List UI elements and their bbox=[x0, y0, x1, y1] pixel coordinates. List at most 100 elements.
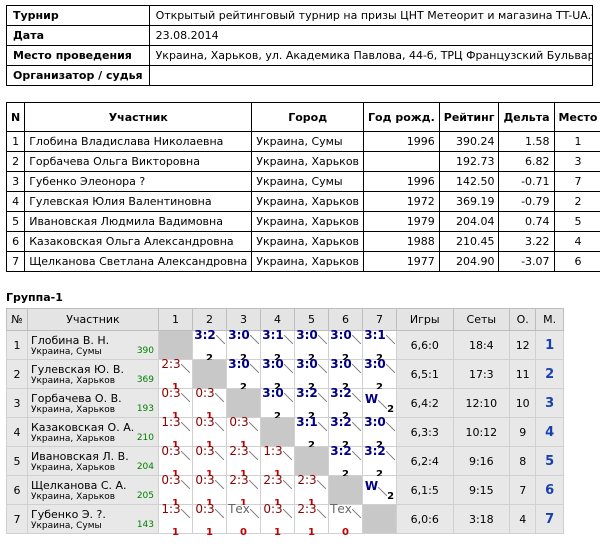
match-score: 3:2 bbox=[330, 414, 352, 429]
participant-row: 3 Губенко Элеонора ? Украина, Сумы 1996 142.… bbox=[5, 171, 600, 192]
slash-divider bbox=[215, 335, 225, 344]
participants-header: Место bbox=[553, 102, 600, 132]
match-cell: 3:0 2 bbox=[362, 357, 397, 393]
games-cell: 6,2:4 bbox=[396, 446, 454, 476]
slash-divider bbox=[283, 335, 293, 344]
group-player: Глобина В. Н. Украина, Сумы 390 bbox=[27, 330, 159, 360]
place-cell: 6 bbox=[535, 475, 564, 505]
group-header: Игры bbox=[396, 308, 454, 331]
match-cell: 1:3 1 bbox=[158, 414, 193, 451]
match-score: 3:2 bbox=[364, 443, 386, 458]
place-value: 1 bbox=[545, 337, 555, 353]
match-points: 2 bbox=[240, 352, 247, 364]
match-points: 1 bbox=[308, 497, 315, 509]
participant-cell: Губенко Элеонора ? bbox=[24, 171, 253, 192]
match-score: 1:3 bbox=[161, 414, 181, 429]
match-points: 1 bbox=[206, 410, 213, 422]
diagonal-cell bbox=[294, 446, 329, 476]
match-score: 3:0 bbox=[228, 356, 250, 371]
match-score: 2:3 bbox=[229, 472, 249, 487]
participants-header: Дельта bbox=[498, 102, 555, 132]
match-score: 3:0 bbox=[262, 385, 284, 400]
place-cell: 3 bbox=[535, 388, 564, 418]
place-cell: 4 bbox=[535, 417, 564, 447]
slash-divider bbox=[351, 509, 361, 518]
place-value: 3 bbox=[545, 395, 555, 411]
participant-cell: Ивановская Людмила Вадимовна bbox=[24, 211, 253, 232]
match-score: 2:3 bbox=[297, 501, 317, 516]
diagonal-cell bbox=[158, 330, 193, 360]
match-score: 0:3 bbox=[229, 414, 249, 429]
match-points: 1 bbox=[274, 497, 281, 509]
match-points: 1 bbox=[240, 439, 247, 451]
participant-cell: 6.82 bbox=[498, 151, 555, 172]
player-rating: 193 bbox=[136, 404, 154, 414]
player-city: Украина, Харьков bbox=[31, 462, 116, 473]
slash-divider bbox=[214, 393, 224, 402]
participants-header: N bbox=[5, 102, 26, 132]
tournament-info-table: Турнир Открытый рейтинговый турнир на при… bbox=[6, 5, 593, 86]
participant-cell: 7 bbox=[5, 251, 26, 272]
match-points: 2 bbox=[342, 468, 349, 480]
match-points: 2 bbox=[274, 410, 281, 422]
group-row: 5 Ивановская Л. В. Украина, Харьков 204 0:31… bbox=[6, 443, 564, 480]
match-cell: 3:0 2 bbox=[226, 356, 261, 393]
match-points: 0 bbox=[342, 526, 349, 538]
group-row-number: 7 bbox=[6, 504, 28, 534]
match-points: 2 bbox=[387, 491, 395, 502]
participant-cell: 7 bbox=[553, 171, 600, 192]
match-points: 2 bbox=[342, 439, 349, 451]
diagonal-cell bbox=[362, 504, 397, 534]
slash-divider bbox=[249, 364, 259, 373]
group-row-number: 5 bbox=[6, 446, 28, 476]
match-points: 2 bbox=[308, 410, 315, 422]
match-cell: 0:3 1 bbox=[226, 414, 261, 451]
points-cell: 9 bbox=[509, 417, 537, 447]
match-cell: Тех 0 bbox=[226, 502, 261, 538]
match-cell: 3:2 2 bbox=[362, 443, 397, 480]
player-rating: 204 bbox=[136, 462, 154, 472]
match-score: 2:3 bbox=[297, 472, 317, 487]
match-points: 1 bbox=[308, 526, 315, 538]
slash-divider bbox=[249, 509, 259, 518]
match-cell: 3:0 2 bbox=[362, 415, 397, 451]
slash-divider bbox=[351, 422, 361, 431]
group-row-number: 2 bbox=[6, 359, 28, 389]
slash-divider bbox=[378, 486, 388, 496]
match-points: 2 bbox=[308, 439, 315, 451]
match-points: 2 bbox=[274, 352, 281, 364]
slash-divider bbox=[248, 422, 258, 431]
group-row: 2 Гулевская Ю. В. Украина, Харьков 369 2:31 3… bbox=[6, 356, 564, 393]
match-cell: 3:0 2 bbox=[294, 357, 329, 393]
participant-row: 4 Гулевская Юлия Валентиновна Украина, Хар… bbox=[5, 191, 600, 212]
match-score: 0:3 bbox=[195, 472, 215, 487]
slash-divider bbox=[385, 364, 395, 373]
slash-divider bbox=[351, 451, 361, 460]
participants-header: Город bbox=[251, 102, 365, 132]
place-cell: 5 bbox=[535, 446, 564, 476]
participant-cell: 3 bbox=[5, 171, 26, 192]
participant-cell: Украина, Харьков bbox=[251, 191, 365, 212]
participant-cell: 2 bbox=[553, 191, 600, 212]
slash-divider bbox=[385, 335, 395, 344]
participant-cell: Глобина Владислава Николаевна bbox=[24, 131, 253, 152]
player-rating: 205 bbox=[136, 491, 154, 501]
info-value: Открытый рейтинговый турнир на призы ЦНТ… bbox=[148, 5, 593, 26]
match-points: 1 bbox=[240, 497, 247, 509]
match-cell: 3:0 2 bbox=[260, 385, 295, 422]
match-points: 1 bbox=[274, 526, 281, 538]
player-name: Губенко Э. ?. bbox=[31, 507, 106, 521]
sets-cell: 9:15 bbox=[452, 475, 511, 505]
info-value bbox=[148, 65, 593, 86]
match-score: 3:1 bbox=[262, 327, 284, 342]
participant-cell: 1972 bbox=[363, 191, 440, 212]
match-cell: W2 bbox=[362, 475, 397, 505]
group-player: Щелканова С. А. Украина, Харьков 205 bbox=[27, 475, 159, 505]
group-header: Сеты bbox=[452, 308, 511, 331]
match-score: 0:3 bbox=[195, 385, 215, 400]
participant-cell: 5 bbox=[5, 211, 26, 232]
games-cell: 6,6:0 bbox=[396, 330, 454, 360]
match-cell: 3:0 2 bbox=[294, 328, 329, 364]
match-score: 2:3 bbox=[161, 356, 181, 371]
match-cell: 0:3 1 bbox=[158, 473, 193, 509]
